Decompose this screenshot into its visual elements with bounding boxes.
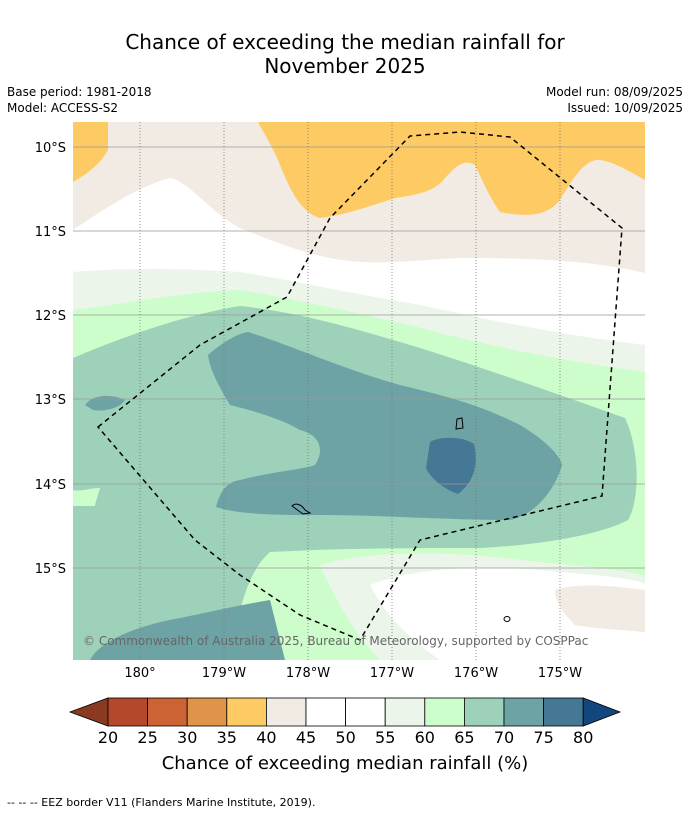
colorbar-segment: [186, 697, 228, 727]
colorbar-extend-low: [68, 697, 109, 727]
colorbar-tick-label: 55: [375, 728, 395, 747]
colorbar-tick-label: 30: [177, 728, 197, 747]
colorbar-tick-label: 80: [573, 728, 593, 747]
colorbar-segment: [503, 697, 544, 727]
band-70-75-west: [85, 395, 125, 411]
lon-labels: 180° 179°W 178°W 177°W 176°W 175°W: [124, 666, 582, 681]
chart-title: Chance of exceeding the median rainfall …: [0, 30, 690, 78]
lat-label: 13°S: [35, 393, 66, 408]
model-name: Model: ACCESS-S2: [7, 101, 119, 115]
colorbar-segment: [265, 697, 307, 727]
lon-label: 179°W: [202, 666, 246, 681]
colorbar-segment: [107, 697, 148, 727]
copyright-text: © Commonwealth of Australia 2025, Bureau…: [83, 634, 588, 648]
colorbar-tick-label: 65: [454, 728, 474, 747]
meta-right: Model run: 08/09/2025 Issued: 10/09/2025: [546, 84, 683, 116]
band-35-40-north: [258, 122, 645, 218]
base-period: Base period: 1981-2018: [7, 85, 152, 99]
colorbar-extend-high: [582, 697, 622, 727]
colorbar-tick-label: 35: [217, 728, 237, 747]
colorbar-segment: [345, 697, 386, 727]
island-2: [291, 503, 312, 515]
band-75-80: [426, 437, 476, 494]
colorbar-segment: [305, 697, 346, 727]
eez-footnote: -- -- -- EEZ border V11 (Flanders Marine…: [7, 796, 316, 809]
gridlines: [73, 146, 645, 569]
island-1: [455, 417, 464, 430]
colorbar-segment: [424, 697, 465, 727]
map-plot-area: © Commonwealth of Australia 2025, Bureau…: [73, 122, 645, 660]
band-70-75-south: [90, 600, 285, 660]
title-line-1: Chance of exceeding the median rainfall …: [125, 30, 565, 54]
colorbar-tick-label: 70: [494, 728, 514, 747]
model-run: Model run: 08/09/2025: [545, 85, 683, 99]
lat-label: 15°S: [35, 562, 66, 577]
lon-label: 180°: [124, 666, 155, 681]
title-line-2: November 2025: [264, 54, 426, 78]
colorbar: 20 25 30 35 40 45 50 55 60 65 70 75 80: [68, 697, 622, 747]
colorbar-tick-label: 20: [98, 728, 118, 747]
island-3: [503, 616, 511, 622]
lon-label: 176°W: [454, 666, 498, 681]
lat-label: 11°S: [35, 225, 66, 240]
issued-date: Issued: 10/09/2025: [567, 101, 683, 115]
band-40-45-south: [555, 585, 645, 632]
colorbar-label: Chance of exceeding median rainfall (%): [161, 753, 529, 774]
colorbar-segment: [147, 697, 188, 727]
colorbar-tick-label: 45: [296, 728, 316, 747]
colorbar-tick-label: 50: [335, 728, 355, 747]
eez-border: [96, 131, 623, 641]
colorbar-tick-label: 25: [137, 728, 157, 747]
lon-label: 178°W: [286, 666, 330, 681]
lon-label: 175°W: [538, 666, 582, 681]
lat-labels: 10°S 11°S 12°S 13°S 14°S 15°S: [35, 141, 66, 577]
band-60-65-sw: [73, 488, 100, 506]
colorbar-tick-label: 40: [256, 728, 276, 747]
lon-label: 177°W: [370, 666, 414, 681]
colorbar-tick-label: 60: [415, 728, 435, 747]
colorbar-segment: [226, 697, 267, 727]
colorbar-tick-label: 75: [533, 728, 553, 747]
colorbar-segment: [463, 697, 505, 727]
lat-label: 12°S: [35, 309, 66, 324]
lat-label: 10°S: [35, 141, 66, 156]
colorbar-segment: [384, 697, 426, 727]
band-35-40-west: [73, 122, 108, 182]
colorbar-segment: [543, 697, 584, 727]
rainfall-map: © Commonwealth of Australia 2025, Bureau…: [35, 122, 645, 747]
lat-label: 14°S: [35, 478, 66, 493]
meta-left: Base period: 1981-2018 Model: ACCESS-S2: [7, 84, 152, 116]
